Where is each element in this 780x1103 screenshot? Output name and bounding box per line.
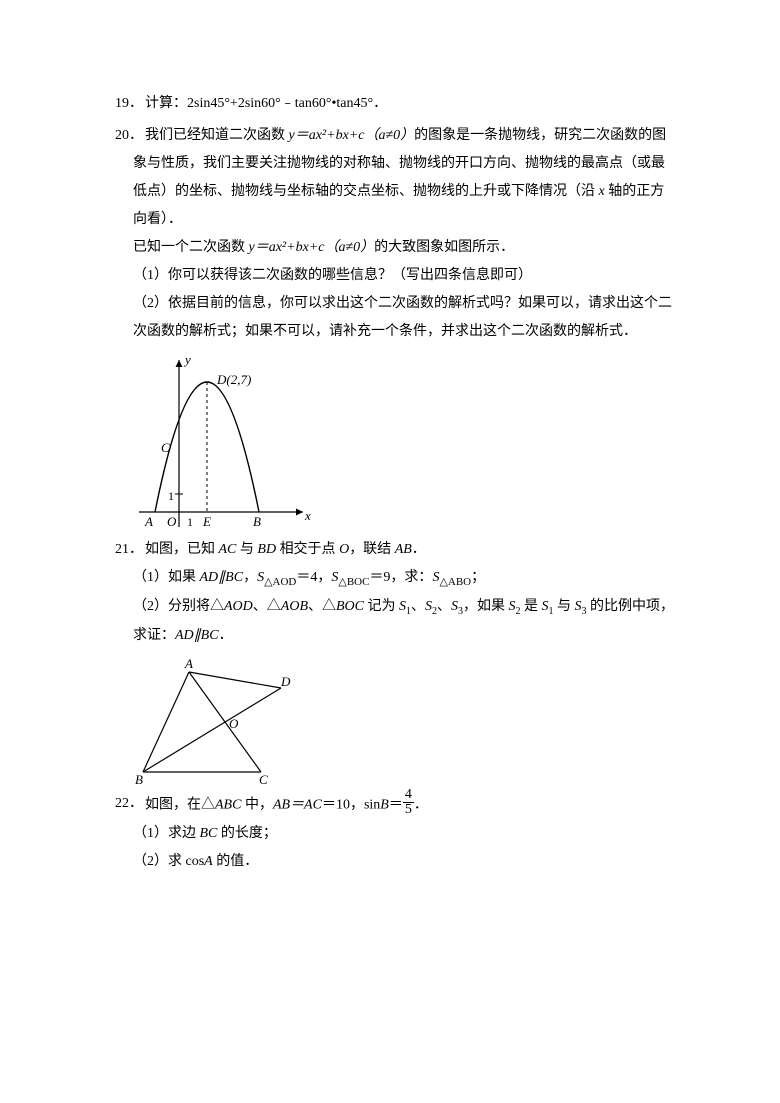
line: 已知一个二次函数 y＝ax²+bx+c（a≠0）的大致图象如图所示． [133, 240, 514, 255]
origin-label: O [167, 514, 177, 529]
line: 象与性质，我们主要关注抛物线的对称轴、抛物线的开口方向、抛物线的最高点（或最 [133, 156, 665, 171]
problem-number: 20． [115, 122, 145, 150]
problem-text: 计算：2sin45°+2sin60°﹣tan60°•tan45°． [145, 90, 690, 118]
fraction: 45 [403, 788, 414, 818]
sub-question: （1）如果 AD∥BC，S△AOD＝4，S△BOC＝9，求：S△ABO； [133, 570, 485, 585]
point-a-label: A [144, 514, 153, 529]
sub-question: （1）求边 BC 的长度； [133, 826, 277, 841]
problem-text: 我们已经知道二次函数 y＝ax²+bx+c（a≠0）的图象是一条抛物线，研究二次… [145, 122, 690, 150]
tick-1y: 1 [168, 489, 174, 503]
label-d: D [280, 674, 291, 689]
label-a: A [184, 656, 193, 671]
line: 向看）． [133, 212, 182, 227]
tick-1x: 1 [187, 515, 193, 529]
sub-question: （2）分别将△AOD、△AOB、△BOC 记为 S1、S2、S3，如果 S2 是… [133, 599, 674, 614]
problem-21: 21． 如图，已知 AC 与 BD 相交于点 O，联结 AB． （1）如果 AD… [115, 536, 690, 786]
line: 次函数的解析式；如果不可以，请补充一个条件，并求出这个二次函数的解析式． [133, 324, 637, 339]
axis-x-label: x [304, 508, 311, 523]
sub-question: （1）你可以获得该二次函数的哪些信息？（写出四条信息即可） [133, 268, 532, 283]
problem-number: 21． [115, 536, 145, 564]
label-b: B [135, 772, 143, 786]
parabola-figure: y x D(2,7) C A B O E 1 1 [115, 352, 690, 532]
point-e-label: E [202, 514, 211, 529]
problem-19: 19． 计算：2sin45°+2sin60°﹣tan60°•tan45°． [115, 90, 690, 118]
problem-22: 22． 如图，在△ABC 中，AB＝AC＝10，sinB＝45． （1）求边 B… [115, 790, 690, 876]
label-o: O [229, 716, 239, 731]
vertex-label: D(2,7) [216, 372, 251, 387]
axis-y-label: y [183, 352, 191, 367]
sub-question: （2）求 cosA 的值． [133, 854, 258, 869]
point-b-label: B [253, 514, 261, 529]
point-c-label: C [161, 440, 170, 455]
page: 19． 计算：2sin45°+2sin60°﹣tan60°•tan45°． 20… [0, 0, 780, 1103]
sub-question: （2）依据目前的信息，你可以求出这个二次函数的解析式吗？如果可以，请求出这个二 [133, 296, 672, 311]
triangle-figure: A D B C O [115, 656, 690, 786]
problem-20: 20． 我们已经知道二次函数 y＝ax²+bx+c（a≠0）的图象是一条抛物线，… [115, 122, 690, 532]
problem-text: 如图，在△ABC 中，AB＝AC＝10，sinB＝45． [145, 790, 690, 820]
label-c: C [259, 772, 268, 786]
line: 求证：AD∥BC． [133, 628, 233, 643]
problem-number: 19． [115, 90, 145, 118]
problem-number: 22． [115, 790, 145, 820]
problem-text: 如图，已知 AC 与 BD 相交于点 O，联结 AB． [145, 536, 690, 564]
line: 低点）的坐标、抛物线与坐标轴的交点坐标、抛物线的上升或下降情况（沿 x 轴的正方 [133, 184, 664, 199]
